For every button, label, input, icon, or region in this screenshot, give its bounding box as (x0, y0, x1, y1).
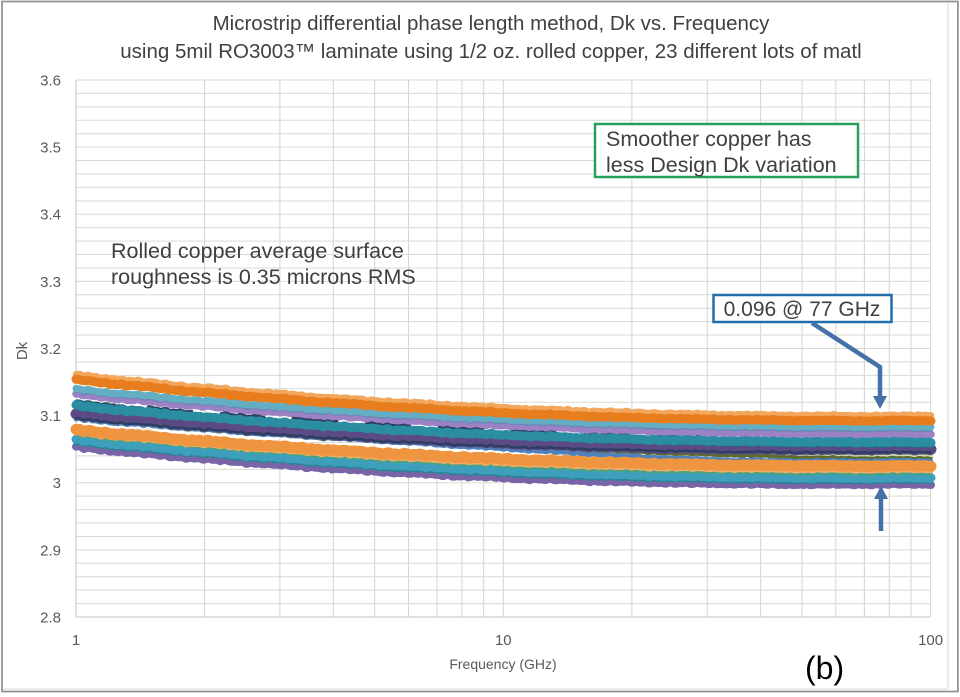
svg-text:0.096 @ 77 GHz: 0.096 @ 77 GHz (724, 298, 881, 321)
svg-text:3: 3 (53, 475, 61, 492)
svg-text:less Design Dk variation: less Design Dk variation (606, 153, 837, 177)
svg-text:Dk: Dk (14, 341, 31, 360)
svg-text:100: 100 (918, 632, 943, 649)
svg-text:3.5: 3.5 (40, 140, 61, 157)
svg-text:2.9: 2.9 (40, 542, 61, 559)
svg-text:10: 10 (495, 632, 512, 649)
svg-text:3.4: 3.4 (40, 207, 61, 224)
svg-text:3.3: 3.3 (40, 274, 61, 291)
svg-text:using 5mil RO3003™ laminate us: using 5mil RO3003™ laminate using 1/2 oz… (120, 40, 861, 63)
svg-text:3.6: 3.6 (40, 73, 61, 90)
svg-text:Rolled copper average surface: Rolled copper average surface (111, 239, 404, 263)
svg-text:3.1: 3.1 (40, 408, 61, 425)
svg-text:Smoother copper has: Smoother copper has (606, 127, 812, 151)
svg-text:roughness is 0.35 microns RMS: roughness is 0.35 microns RMS (111, 265, 416, 289)
svg-text:3.2: 3.2 (40, 341, 61, 358)
svg-text:(b): (b) (805, 650, 844, 686)
svg-text:1: 1 (72, 632, 80, 649)
svg-text:Microstrip differential phase: Microstrip differential phase length met… (213, 12, 771, 35)
svg-text:Frequency (GHz): Frequency (GHz) (449, 656, 556, 672)
svg-text:2.8: 2.8 (40, 610, 61, 627)
